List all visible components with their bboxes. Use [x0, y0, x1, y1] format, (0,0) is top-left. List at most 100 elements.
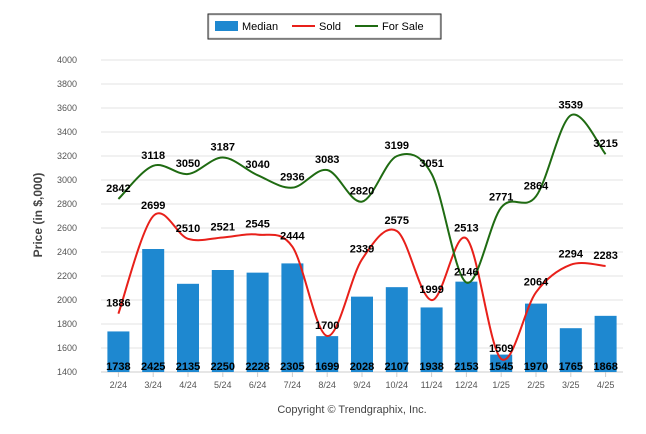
point-label-for-sale: 3215	[593, 138, 617, 150]
grid-lines	[101, 59, 623, 373]
point-label-for-sale: 2842	[106, 183, 130, 195]
bar-value-label: 2153	[454, 361, 478, 373]
bar-median	[246, 272, 269, 372]
line-for-sale	[117, 113, 607, 284]
point-label-for-sale: 3187	[211, 142, 235, 154]
point-label-sold: 1886	[106, 298, 130, 310]
point-label-sold: 1509	[489, 343, 513, 355]
x-tick-label: 7/24	[284, 380, 302, 390]
legend-label-median: Median	[242, 21, 278, 33]
point-label-for-sale: 3051	[419, 158, 443, 170]
line-sold	[117, 212, 606, 361]
y-tick-label: 3600	[57, 103, 77, 113]
x-tick-label: 2/25	[527, 380, 545, 390]
y-axis-label: Price (in $,000)	[31, 173, 45, 258]
bar-value-label: 1545	[489, 361, 513, 373]
bar-value-label: 2228	[245, 361, 269, 373]
point-label-sold: 2545	[245, 219, 269, 231]
x-tick-label: 6/24	[249, 380, 267, 390]
point-label-sold: 1700	[315, 320, 339, 332]
point-label-sold: 1999	[419, 284, 443, 296]
bar-value-label: 1938	[419, 361, 443, 373]
point-label-for-sale: 3539	[559, 99, 583, 111]
bar-median	[525, 303, 547, 372]
legend-label-for-sale: For Sale	[382, 21, 424, 33]
point-label-for-sale: 2864	[524, 180, 549, 192]
x-tick-label: 8/24	[318, 380, 336, 390]
bar-value-label: 1868	[593, 361, 617, 373]
point-label-sold: 2283	[593, 250, 617, 262]
point-label-for-sale: 3050	[176, 158, 200, 170]
point-label-sold: 2575	[385, 215, 409, 227]
bar-value-label: 2425	[141, 361, 165, 373]
bar-median	[177, 283, 199, 372]
bar-value-label: 2250	[211, 361, 235, 373]
y-tick-label: 3800	[57, 79, 77, 89]
y-tick-label: 1600	[57, 343, 77, 353]
y-tick-label: 2600	[57, 223, 77, 233]
y-tick-label: 3200	[57, 151, 77, 161]
y-tick-label: 2000	[57, 295, 77, 305]
bar-median	[594, 315, 617, 372]
legend-box	[207, 13, 442, 40]
x-tick-label: 1/25	[492, 380, 510, 390]
bar-median	[420, 307, 443, 372]
point-label-sold: 2513	[454, 222, 478, 234]
bar-median	[316, 336, 339, 372]
bar-median	[281, 263, 304, 372]
bar-value-label: 2028	[350, 361, 374, 373]
median-bars	[107, 249, 617, 372]
series-lines	[117, 113, 607, 361]
x-tick-label: 12/24	[455, 380, 478, 390]
point-label-sold: 2339	[350, 243, 374, 255]
point-label-sold: 2521	[211, 221, 235, 233]
y-axis-ticks: 1400 1600 1800 2000 2200 2400 2600 2800 3000 3200…	[57, 55, 77, 377]
legend: Median Sold For Sale	[207, 13, 442, 40]
bar-value-label: 2107	[385, 361, 409, 373]
y-tick-label: 1800	[57, 319, 77, 329]
y-tick-label: 3400	[57, 127, 77, 137]
bar-value-label: 1699	[315, 361, 339, 373]
legend-swatch-median	[215, 21, 238, 31]
x-tick-label: 11/24	[421, 380, 443, 390]
x-tick-label: 5/24	[214, 380, 232, 390]
bar-value-label: 1738	[106, 361, 130, 373]
x-tick-label: 10/24	[386, 380, 409, 390]
point-label-sold: 2294	[559, 249, 584, 261]
y-tick-label: 2400	[57, 247, 77, 257]
bar-median	[142, 249, 165, 372]
point-label-for-sale: 3199	[385, 140, 409, 152]
y-tick-label: 3000	[57, 175, 77, 185]
point-label-sold: 2510	[176, 223, 200, 235]
bar-median	[559, 328, 582, 372]
x-tick-label: 3/25	[562, 380, 580, 390]
legend-label-sold: Sold	[319, 21, 341, 33]
bar-value-label: 2135	[176, 361, 200, 373]
x-axis-ticks: 2/24 3/24 4/24 5/24 6/24 7/24 8/24 9/24 10/24 11/…	[110, 372, 615, 390]
point-label-for-sale: 3040	[245, 159, 269, 171]
bar-median	[455, 281, 478, 372]
data-labels: 1738 2425 2135 2250 2228 2305 1699 2028 2107 1938…	[106, 99, 618, 373]
point-label-for-sale: 2771	[489, 191, 513, 203]
point-label-sold: 2064	[524, 276, 549, 288]
copyright-footer: Copyright © Trendgraphix, Inc.	[277, 404, 426, 416]
bar-value-label: 2305	[280, 361, 304, 373]
point-label-sold: 2699	[141, 200, 165, 212]
x-tick-label: 4/24	[179, 380, 197, 390]
x-tick-label: 4/25	[597, 380, 615, 390]
bar-value-label: 1765	[559, 361, 583, 373]
y-tick-label: 2800	[57, 199, 77, 209]
point-label-for-sale: 3083	[315, 154, 339, 166]
point-label-for-sale: 3118	[141, 150, 165, 162]
bar-median	[385, 287, 408, 372]
point-label-for-sale: 2146	[454, 266, 478, 278]
bar-value-label: 1970	[524, 361, 548, 373]
y-tick-label: 1400	[57, 367, 77, 377]
bar-median	[107, 331, 130, 372]
x-tick-label: 2/24	[110, 380, 128, 390]
bar-median	[351, 296, 373, 372]
x-tick-label: 3/24	[144, 380, 162, 390]
point-label-sold: 2444	[280, 231, 305, 243]
point-label-for-sale: 2936	[280, 172, 304, 184]
